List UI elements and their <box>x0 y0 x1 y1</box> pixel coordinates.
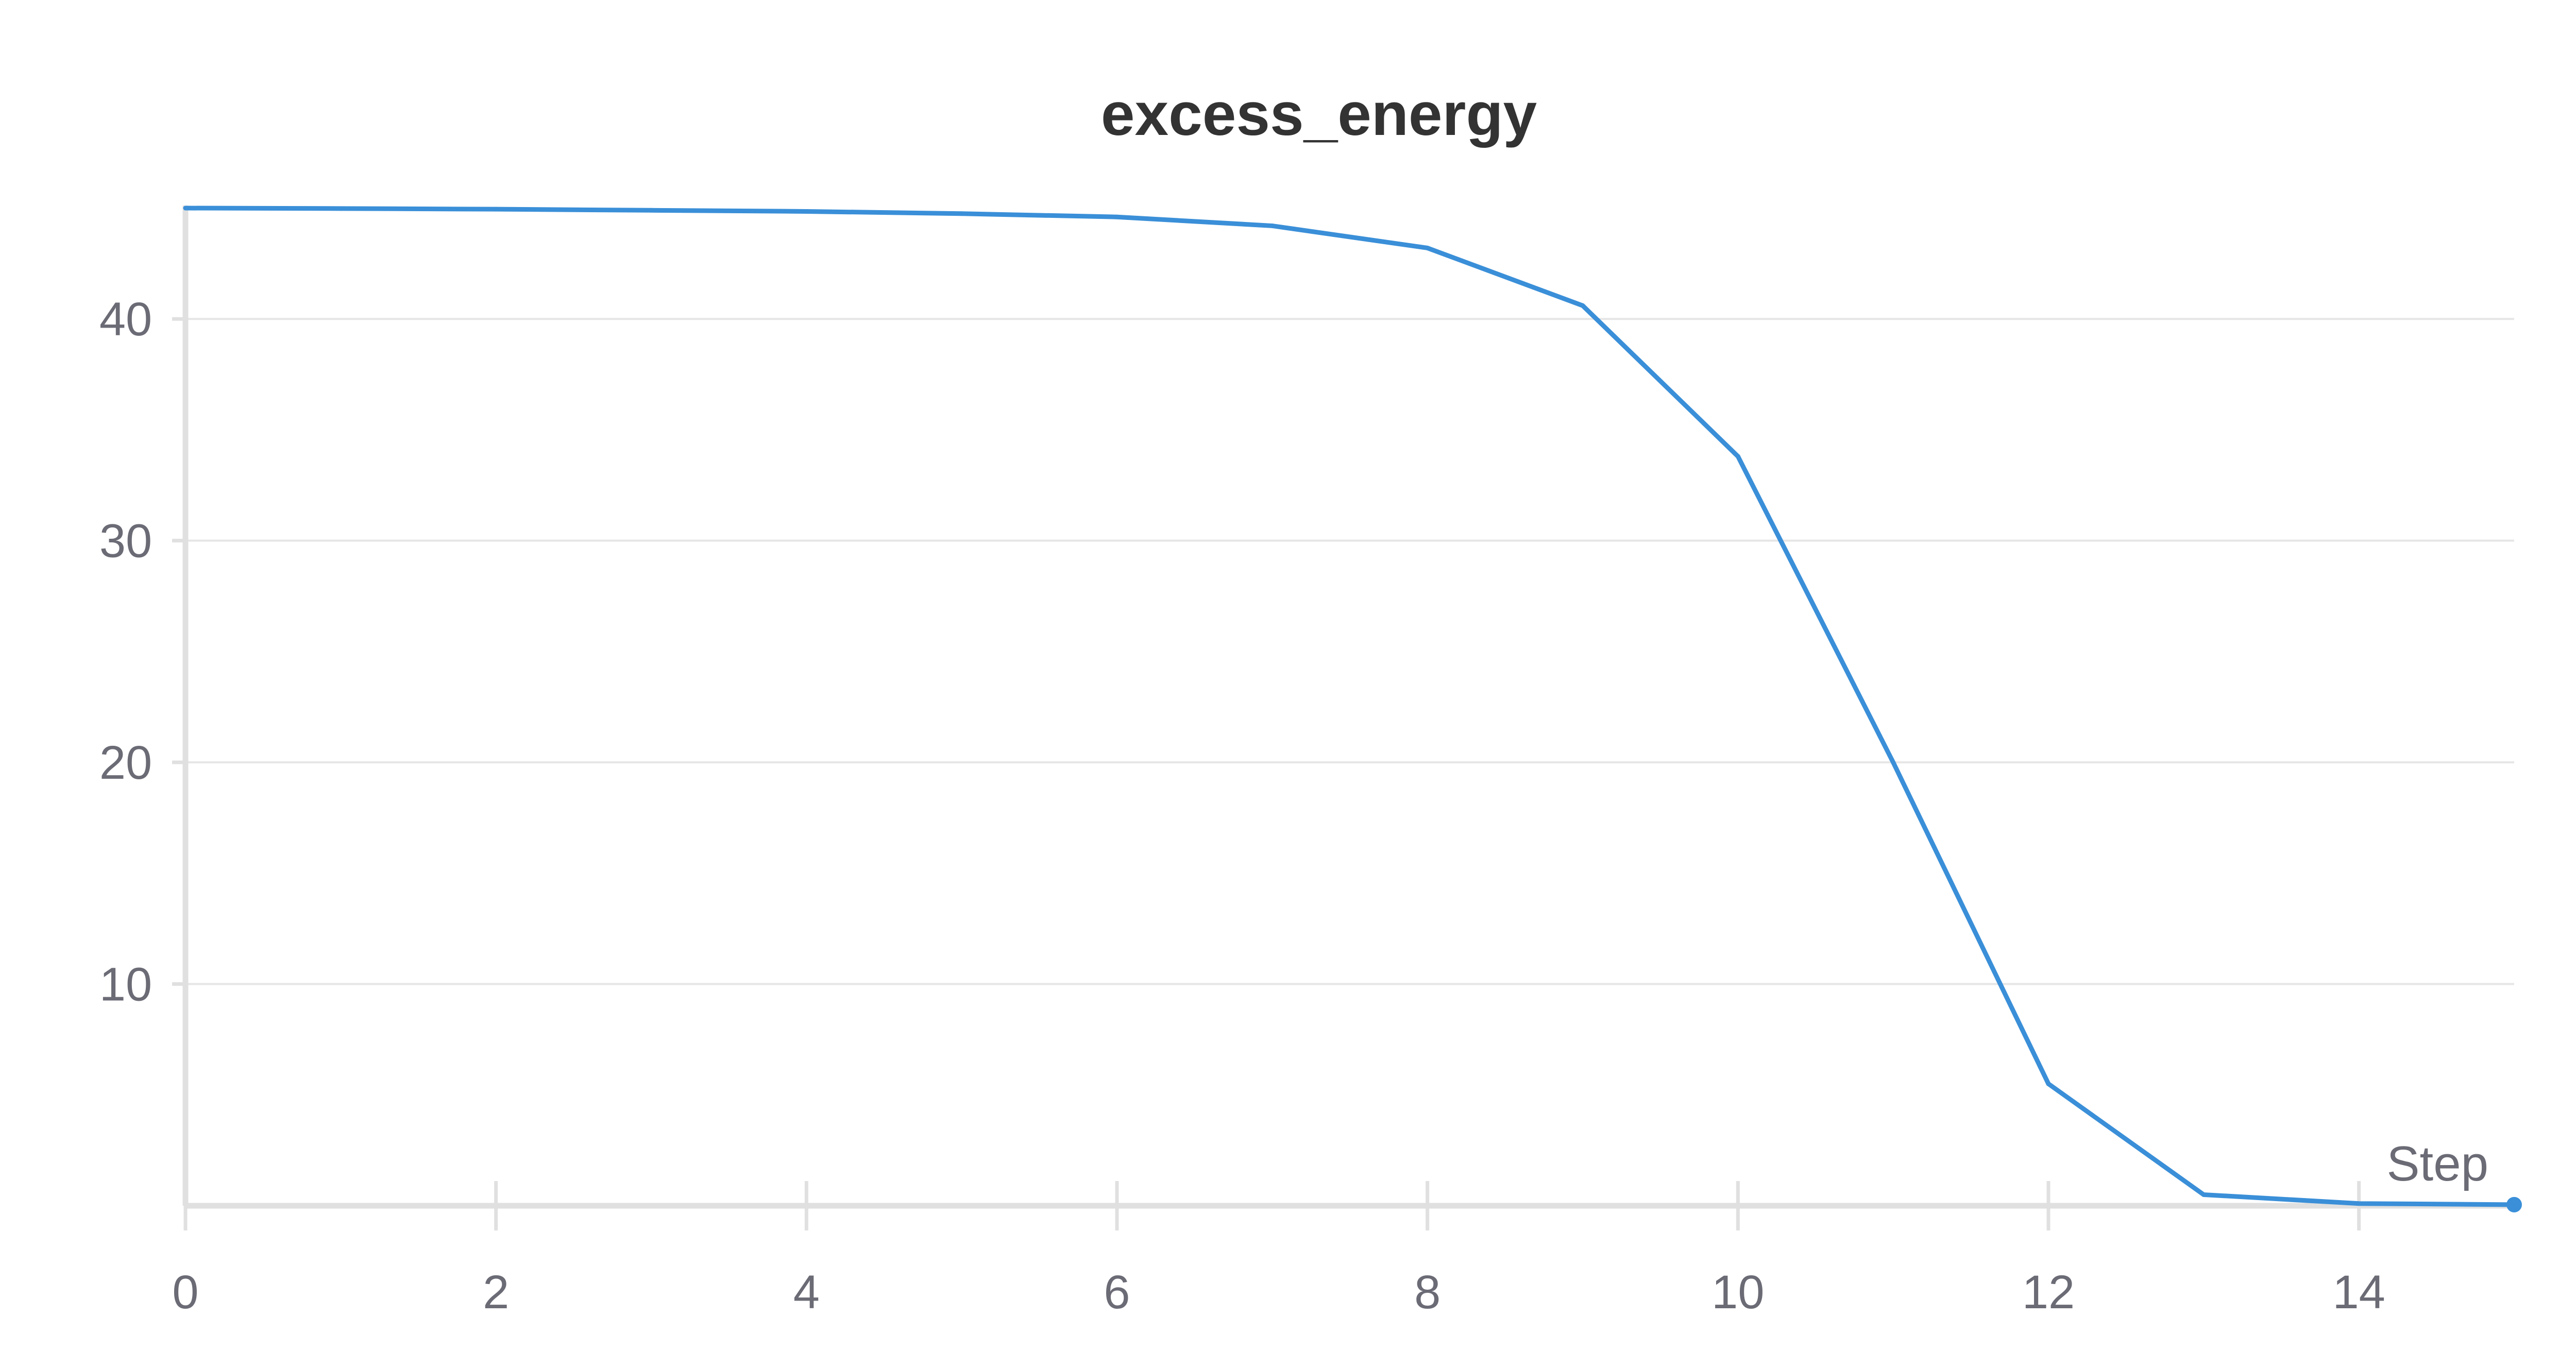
y-tick-label: 40 <box>99 293 152 346</box>
x-tick-label: 14 <box>2332 1266 2385 1319</box>
end-point-marker <box>2506 1196 2522 1212</box>
data-point <box>1114 214 1120 219</box>
series <box>183 206 2522 1212</box>
series-line <box>183 206 2517 1207</box>
data-point <box>2046 1081 2051 1086</box>
chart-title: excess_energy <box>1101 80 1537 148</box>
data-point <box>1425 245 1430 250</box>
data-point <box>649 208 654 213</box>
x-tick-label: 12 <box>2022 1266 2075 1319</box>
x-tick-label: 2 <box>483 1266 509 1319</box>
data-point <box>338 206 343 211</box>
x-tick-label: 8 <box>1414 1266 1440 1319</box>
x-axis-label: Step <box>2387 1136 2488 1191</box>
data-point <box>1269 223 1275 228</box>
axes <box>172 206 2514 1230</box>
data-point <box>804 209 809 214</box>
data-point <box>183 206 188 211</box>
y-tick-label: 10 <box>99 959 152 1011</box>
grid-lines <box>185 318 2514 985</box>
data-point <box>2357 1201 2362 1206</box>
x-tick-label: 6 <box>1104 1266 1130 1319</box>
y-tick-label: 20 <box>99 737 152 789</box>
data-point <box>1735 454 1740 459</box>
data-point <box>959 211 964 216</box>
x-tick-label: 4 <box>793 1266 820 1319</box>
x-tick-label: 0 <box>172 1266 198 1319</box>
data-point <box>1580 303 1585 308</box>
y-tick-label: 30 <box>99 515 152 568</box>
x-tick-label: 10 <box>1711 1266 1764 1319</box>
data-point <box>494 207 499 212</box>
data-point <box>2201 1192 2206 1197</box>
data-point <box>1891 760 1896 765</box>
tick-labels: 10 20 30 40 0 2 4 6 8 10 12 14 <box>99 293 2385 1319</box>
